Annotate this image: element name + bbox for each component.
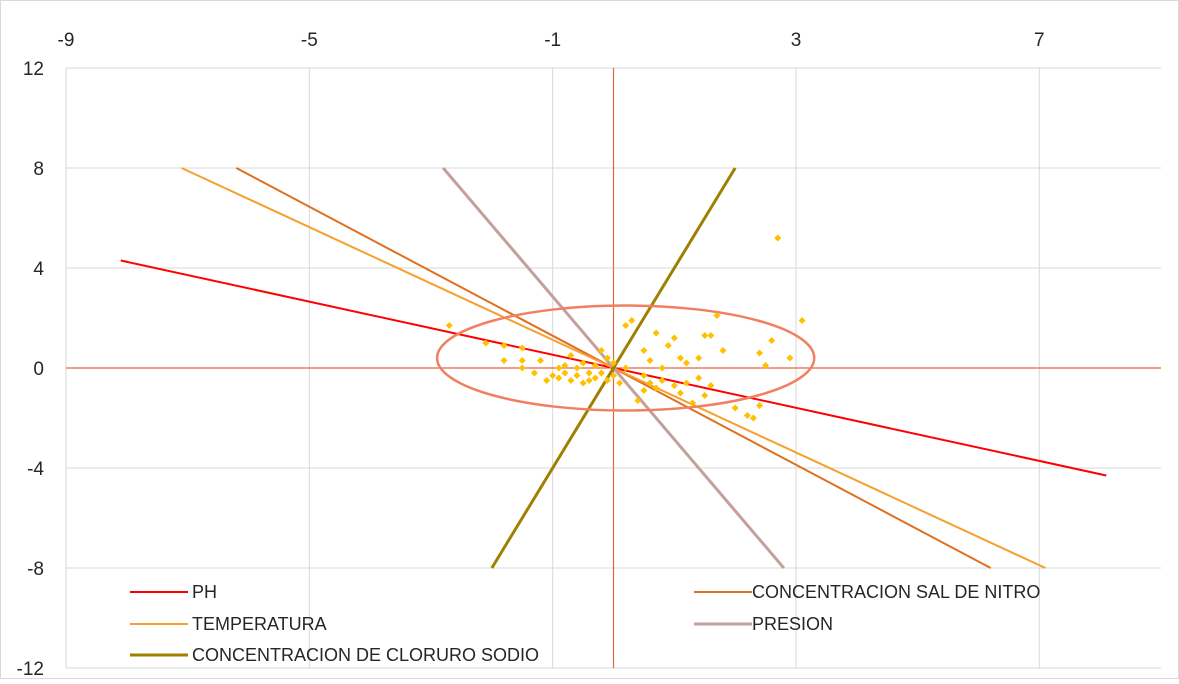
y-tick-label: 0	[33, 359, 44, 380]
scatter-point	[670, 334, 678, 342]
scatter-point	[603, 377, 611, 384]
scatter-point	[683, 359, 690, 367]
scatter-point	[652, 329, 660, 337]
legend-label: TEMPERATURA	[192, 614, 327, 634]
x-tick-label: 7	[1034, 30, 1045, 51]
scatter-point	[664, 342, 672, 349]
scatter-point	[640, 347, 648, 354]
scatter-point	[628, 317, 636, 324]
scatter-point	[707, 332, 715, 339]
scatter-point	[603, 354, 611, 362]
scatter-point	[640, 387, 648, 394]
scatter-point	[786, 354, 794, 362]
highlight-ellipse-layer	[435, 304, 816, 412]
scatter-point	[616, 379, 624, 387]
scatter-point	[518, 344, 526, 352]
scatter-point	[537, 357, 544, 364]
scatter-point	[518, 364, 526, 372]
scatter-point	[762, 362, 770, 369]
scatter-point	[597, 369, 605, 377]
series-layer	[120, 167, 1107, 569]
tick-labels: -9 -5 -1 3 7 12 8 4 0 -4 -8 -12	[17, 30, 1045, 680]
scatter-point	[567, 352, 575, 359]
scatter-point	[634, 397, 642, 404]
scatter-point	[676, 354, 684, 362]
scatter-point	[701, 392, 709, 399]
scatter-point	[567, 377, 575, 384]
scatter-point	[743, 412, 751, 419]
scatter-point	[695, 374, 703, 382]
x-tick-label: -5	[301, 30, 318, 51]
scatter-points-layer	[445, 234, 806, 422]
scatter-point	[695, 354, 703, 362]
scatter-point	[798, 317, 806, 324]
y-tick-label: 12	[23, 59, 44, 80]
scatter-point	[622, 364, 630, 372]
scatter-point	[768, 337, 776, 344]
legend-label: CONCENTRACION DE CLORURO SODIO	[192, 645, 539, 665]
scatter-point	[756, 402, 763, 409]
legend: PH CONCENTRACION SAL DE NITRO TEMPERATURA P…	[130, 582, 1040, 665]
scatter-point	[713, 312, 721, 319]
series-line	[490, 167, 737, 569]
scatter-point	[610, 372, 617, 379]
highlight-ellipse	[435, 304, 816, 412]
x-tick-label: -9	[58, 30, 75, 51]
scatter-point	[445, 322, 453, 329]
scatter-point	[597, 347, 605, 354]
scatter-point	[610, 359, 617, 367]
scatter-point	[561, 362, 569, 369]
scatter-point	[561, 369, 569, 377]
scatter-point	[749, 414, 757, 422]
scatter-point	[658, 364, 666, 372]
scatter-point	[543, 377, 551, 384]
scatter-point	[585, 369, 593, 377]
scatter-point	[646, 379, 654, 387]
scatter-point	[585, 377, 593, 384]
scatter-point	[701, 332, 709, 339]
scatter-point	[707, 382, 715, 389]
scatter-point	[670, 382, 678, 389]
scatter-point	[658, 377, 666, 384]
scatter-point	[591, 374, 599, 382]
scatter-point	[482, 339, 490, 347]
scatter-point	[555, 374, 563, 382]
scatter-point	[676, 389, 684, 397]
scatter-point	[500, 357, 508, 364]
legend-label: CONCENTRACION SAL DE NITRO	[752, 582, 1040, 602]
scatter-point	[518, 357, 526, 364]
scatter-point	[573, 364, 581, 372]
scatter-point	[579, 359, 587, 367]
scatter-point	[719, 347, 727, 354]
scatter-point	[573, 372, 581, 379]
scatter-point	[731, 404, 739, 412]
scatter-point	[549, 372, 557, 379]
x-tick-label: -1	[544, 30, 561, 51]
legend-label: PH	[192, 582, 217, 602]
scatter-point	[579, 379, 587, 387]
scatter-point	[774, 234, 782, 242]
y-tick-label: 8	[33, 159, 44, 180]
scatter-point	[500, 342, 508, 349]
y-tick-label: -8	[27, 559, 44, 580]
scatter-point	[530, 369, 538, 377]
scatter-point	[591, 362, 599, 369]
scatter-point	[646, 357, 654, 364]
y-tick-label: -4	[27, 459, 44, 480]
y-tick-label: 4	[33, 259, 44, 280]
scatter-point	[683, 379, 690, 387]
scatter-point	[622, 322, 630, 329]
scatter-point	[555, 364, 563, 372]
legend-label: PRESION	[752, 614, 833, 634]
scatter-point	[652, 384, 660, 392]
scatter-point	[689, 399, 697, 407]
scatter-point	[756, 349, 763, 357]
x-tick-label: 3	[791, 30, 802, 51]
y-tick-label: -12	[17, 659, 44, 679]
scatter-point	[640, 372, 648, 379]
